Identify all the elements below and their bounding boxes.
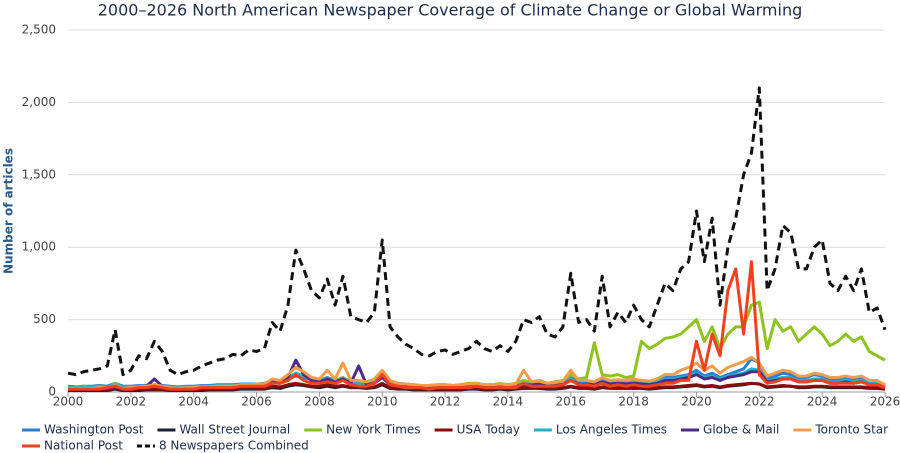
x-tick-label: 2018 (618, 395, 649, 409)
legend-label: Washington Post (44, 423, 144, 437)
x-tick-label: 2000 (53, 395, 84, 409)
series-line (67, 86, 887, 377)
legend-label: Toronto Star (814, 423, 888, 437)
legend-label: 8 Newspapers Combined (159, 439, 309, 453)
x-tick-label: 2002 (116, 395, 147, 409)
y-tick-label: 1,500 (22, 167, 56, 181)
y-tick-label: 2,500 (22, 23, 56, 37)
x-tick-label: 2022 (744, 395, 775, 409)
x-tick-label: 2014 (493, 395, 524, 409)
x-tick-label: 2010 (367, 395, 398, 409)
x-tick-label: 2004 (178, 395, 209, 409)
y-axis-label: Number of articles (2, 148, 16, 274)
legend-label: National Post (44, 439, 123, 453)
chart-title: 2000–2026 North American Newspaper Cover… (98, 1, 803, 20)
y-tick-label: 0 (48, 385, 56, 399)
x-tick-label: 2024 (807, 395, 838, 409)
x-tick-label: 2026 (870, 395, 900, 409)
series-line (68, 260, 886, 391)
legend-label: USA Today (457, 423, 520, 437)
legend-label: Los Angeles Times (556, 423, 667, 437)
x-tick-label: 2016 (555, 395, 586, 409)
legend-label: New York Times (326, 423, 420, 437)
legend-label: Globe & Mail (703, 423, 779, 437)
x-tick-label: 2020 (681, 395, 712, 409)
x-tick-label: 2012 (430, 395, 461, 409)
y-tick-label: 2,000 (22, 95, 56, 109)
y-tick-label: 1,000 (22, 240, 56, 254)
x-tick-label: 2006 (241, 395, 272, 409)
x-tick-label: 2008 (304, 395, 335, 409)
y-tick-label: 500 (33, 312, 56, 326)
legend-label: Wall Street Journal (179, 423, 290, 437)
